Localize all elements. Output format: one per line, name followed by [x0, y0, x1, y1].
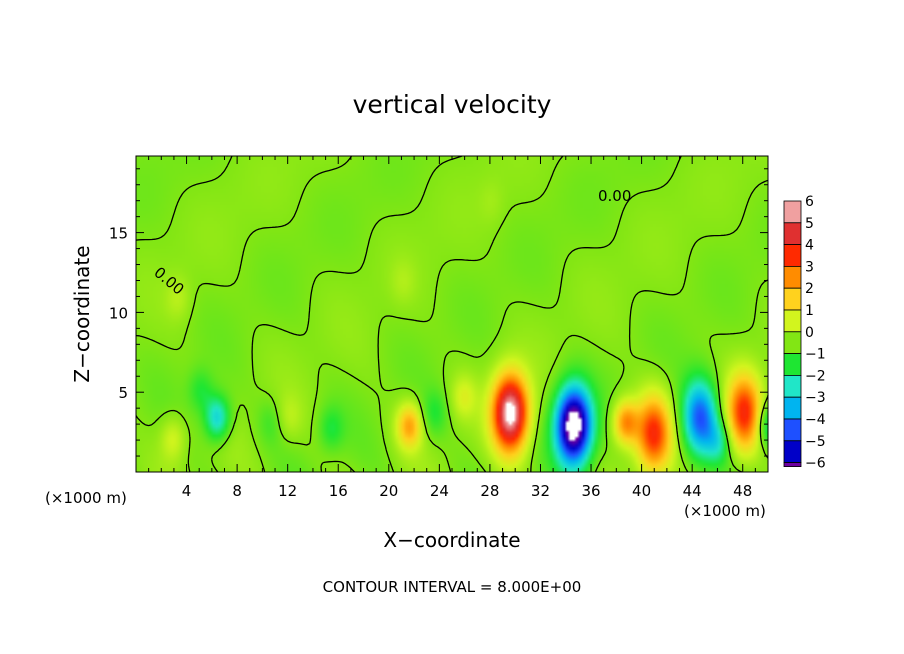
colorbar-label: 3 — [805, 259, 814, 275]
colorbar-swatch — [783, 309, 802, 333]
y-tick-label: 15 — [109, 225, 128, 243]
colorbar-label: 6 — [805, 194, 814, 210]
x-tick-label: 20 — [379, 482, 398, 500]
colorbar-swatch — [783, 353, 802, 376]
x-tick-label: 4 — [182, 482, 192, 500]
colorbar-swatch — [783, 374, 802, 398]
x-tick-label: 36 — [581, 482, 600, 500]
colorbar-swatch — [783, 462, 802, 468]
colorbar-label: 5 — [805, 216, 814, 232]
colorbar-swatch — [783, 265, 802, 289]
x-tick-label: 44 — [683, 482, 702, 500]
y-axis: 5 10 15 — [109, 168, 768, 457]
x-tick-label: 12 — [278, 482, 297, 500]
colorbar-swatch — [783, 418, 802, 442]
colorbar-swatch — [783, 287, 802, 311]
colorbar-swatch — [783, 222, 802, 246]
colorbar-swatch — [783, 200, 802, 224]
zero-contours — [135, 155, 769, 473]
y-tick-label: 5 — [118, 384, 128, 402]
x-tick-label: 32 — [531, 482, 550, 500]
colorbar-label: 1 — [805, 303, 814, 319]
colorbar-label: 0 — [805, 325, 814, 341]
colorbar-label: 2 — [805, 281, 814, 297]
y-axis-label: Z−coordinate — [70, 245, 94, 382]
x-tick-label: 8 — [232, 482, 242, 500]
colorbar-label: 4 — [805, 238, 814, 254]
chart-title: vertical velocity — [353, 90, 552, 119]
x-axis-label: X−coordinate — [383, 528, 520, 552]
colorbar-label: −2 — [805, 368, 826, 384]
colorbar-label: −6 — [805, 456, 826, 472]
x-tick-label: 24 — [430, 482, 449, 500]
contour-interval-note: CONTOUR INTERVAL = 8.000E+00 — [323, 578, 582, 596]
colorbar-swatch — [783, 244, 802, 267]
colorbar-label: −1 — [805, 347, 826, 363]
colorbar: 6 5 4 3 2 1 0 −1 −2 −3 −4 −5 −6 — [783, 194, 826, 472]
colorbar-swatch — [783, 331, 802, 354]
x-unit-left: (×1000 m) — [45, 489, 127, 507]
x-axis: 4 8 12 16 20 24 28 32 36 40 44 48 — [148, 156, 756, 500]
y-tick-label: 10 — [109, 304, 128, 322]
heatmap-field — [136, 156, 768, 472]
colorbar-swatch — [783, 396, 802, 420]
colorbar-label: −5 — [805, 434, 826, 450]
colorbar-label: −3 — [805, 390, 826, 406]
colorbar-swatch — [783, 440, 802, 463]
x-tick-label: 28 — [480, 482, 499, 500]
x-tick-label: 48 — [733, 482, 752, 500]
x-tick-label: 40 — [632, 482, 651, 500]
contour-line — [135, 155, 769, 473]
colorbar-label: −4 — [805, 412, 826, 428]
x-tick-label: 16 — [329, 482, 348, 500]
x-unit-right: (×1000 m) — [684, 502, 766, 520]
contour-label: 0.00 — [598, 187, 631, 205]
